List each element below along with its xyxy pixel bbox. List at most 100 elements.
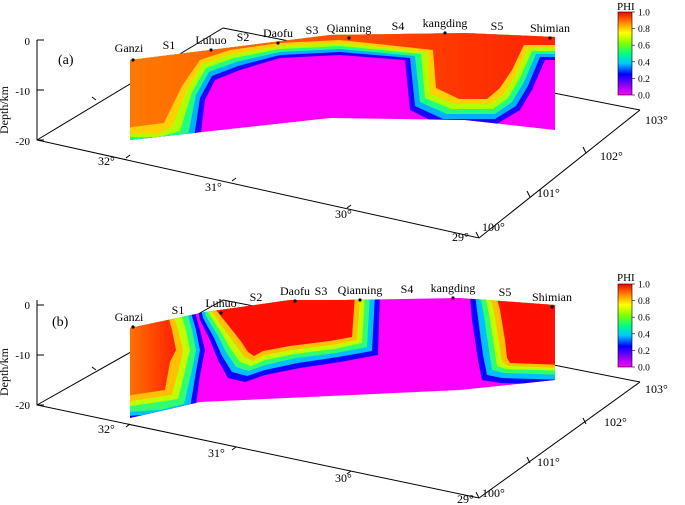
panel-b-lon-label-102: 102° — [604, 415, 627, 429]
station-marker-shimian — [550, 305, 554, 309]
station-label-s3: S3 — [315, 284, 328, 298]
panel-a-lat-tick-32 — [125, 154, 131, 159]
colorbar-tick-label: 0.6 — [638, 314, 650, 324]
colorbar-tick-label: 0.6 — [638, 42, 650, 52]
panel-b-colorbar-label: PHI — [617, 272, 635, 284]
station-marker-qianning — [358, 298, 362, 302]
station-label-s2: S2 — [250, 290, 263, 304]
panel-a-lat-label-30: 30° — [335, 207, 352, 221]
station-label-s5: S5 — [499, 285, 512, 299]
station-marker-shimian — [548, 36, 552, 40]
panel-a-lat-tick-30 — [346, 204, 352, 209]
station-marker-daofu — [276, 41, 280, 45]
colorbar-tick-label: 1.0 — [638, 9, 650, 19]
panel-b-lat-label-29: 29° — [457, 492, 474, 505]
station-label-s1: S1 — [163, 38, 176, 52]
colorbar-tick-label: 0.8 — [638, 297, 650, 307]
colorbar-tick-label: 0.0 — [638, 92, 650, 102]
panel-a-lon-label-100: 100° — [482, 220, 505, 234]
panel-a-ylabel: Depth/km — [0, 85, 11, 134]
station-marker-kangding — [443, 31, 447, 35]
panel-b-lon-label-100: 100° — [482, 486, 505, 500]
station-label-s1: S1 — [172, 303, 185, 317]
panel-a-lat-label-32: 32° — [98, 154, 115, 168]
panel-a-lon-tick-102 — [582, 146, 587, 154]
panel-a-depth-label-0: 0 — [25, 36, 31, 48]
colorbar-tick-label: 0.4 — [638, 58, 650, 68]
panel-a: Depth/km 0 -10 -20 (a) 32° 31° 30° 29° 1… — [0, 1, 668, 244]
station-label-s4: S4 — [401, 282, 414, 296]
station-marker-luhuo — [219, 311, 223, 315]
station-label-kangding: kangding — [423, 16, 468, 30]
panel-b-ylabel: Depth/km — [0, 347, 11, 396]
station-label-qianning: Qianning — [338, 283, 383, 297]
station-label-s2: S2 — [237, 30, 250, 44]
station-label-luhuo: Luhuo — [205, 296, 236, 310]
panel-b-lon-tick-100 — [475, 491, 480, 499]
panel-b-depth-label-0: 0 — [25, 300, 31, 312]
colorbar-tick-label: 0.4 — [638, 330, 650, 340]
station-label-shimian: Shimian — [532, 290, 572, 304]
station-label-s4: S4 — [392, 19, 405, 33]
panel-a-colorbar-ticks: 1.0 0.8 0.6 0.4 0.2 0.0 — [632, 9, 650, 102]
panel-b-lon-tick-101 — [526, 456, 531, 464]
station-marker-ganzi — [131, 58, 135, 62]
station-label-ganzi: Ganzi — [115, 41, 144, 55]
panel-b-colorbar — [617, 283, 633, 368]
panel-b-depth-label-20: -20 — [15, 400, 30, 412]
station-label-ganzi: Ganzi — [115, 310, 144, 324]
panel-a-lon-label-102: 102° — [600, 149, 623, 163]
panel-a-colorbar-label: PHI — [617, 1, 635, 13]
panel-b: Depth/km 0 -10 -20 (b) 32° 31° 30° 29° 1… — [0, 272, 668, 505]
panel-b-stations: Ganzi S1 Luhuo S2 Daofu S3 Qianning S4 kangding S… — [115, 281, 572, 329]
panel-a-depth-label-20: -20 — [15, 136, 30, 148]
colorbar-tick-label: 0.0 — [638, 364, 650, 374]
panel-b-lon-label-101: 101° — [537, 455, 560, 469]
panel-a-lon-tick-100 — [475, 231, 480, 239]
station-marker-luhuo — [209, 48, 213, 52]
panel-b-lat-label-30: 30° — [335, 471, 352, 485]
panel-b-box-minor-tick — [91, 366, 97, 371]
station-label-shimian: Shimian — [530, 21, 570, 35]
station-marker-qianning — [347, 36, 351, 40]
panel-a-band-red — [130, 33, 555, 128]
station-label-qianning: Qianning — [327, 21, 372, 35]
colorbar-tick-label: 0.2 — [638, 347, 650, 357]
panel-a-lat-label-29: 29° — [452, 230, 469, 244]
panel-b-lon-label-103: 103° — [645, 382, 668, 396]
panel-a-stations: Ganzi S1 Luhuo S2 Daofu S3 Qianning S4 kangding S… — [115, 16, 570, 62]
panel-a-depth-label-10: -10 — [15, 86, 30, 98]
panel-a-label: (a) — [58, 53, 74, 68]
panel-b-section — [130, 298, 555, 418]
station-label-s5: S5 — [491, 19, 504, 33]
panel-b-lat-tick-30 — [346, 470, 352, 475]
station-marker-ganzi — [131, 325, 135, 329]
panel-b-lat-label-32: 32° — [98, 422, 115, 436]
panel-a-lon-label-101: 101° — [537, 186, 560, 200]
panel-b-lat-tick-31 — [231, 446, 237, 451]
panel-b-east-red — [496, 298, 555, 365]
panel-a-section — [130, 33, 555, 140]
panel-a-lon-label-103: 103° — [645, 113, 668, 127]
colorbar-tick-label: 0.2 — [638, 75, 650, 85]
panel-b-lat-label-31: 31° — [208, 446, 225, 460]
station-label-kangding: kangding — [431, 281, 476, 295]
panel-a-lat-label-31: 31° — [205, 180, 222, 194]
colorbar-tick-label: 0.8 — [638, 25, 650, 35]
station-label-daofu: Daofu — [280, 284, 310, 298]
colorbar-tick-label: 1.0 — [638, 281, 650, 291]
panel-b-lon-tick-102 — [582, 417, 587, 425]
panel-a-colorbar — [617, 11, 633, 96]
panel-b-mid-red — [210, 298, 355, 356]
panel-b-lat-tick-32 — [125, 423, 131, 428]
panel-b-colorbar-ticks: 1.0 0.8 0.6 0.4 0.2 0.0 — [632, 281, 650, 374]
station-label-daofu: Daofu — [263, 26, 293, 40]
panel-a-lon-tick-101 — [526, 190, 531, 198]
station-marker-daofu — [293, 299, 297, 303]
panel-b-label: (b) — [52, 315, 69, 330]
station-label-s3: S3 — [306, 23, 319, 37]
station-label-luhuo: Luhuo — [195, 33, 226, 47]
panel-a-lat-tick-31 — [231, 177, 237, 182]
panel-a-box-minor-tick — [91, 96, 97, 101]
